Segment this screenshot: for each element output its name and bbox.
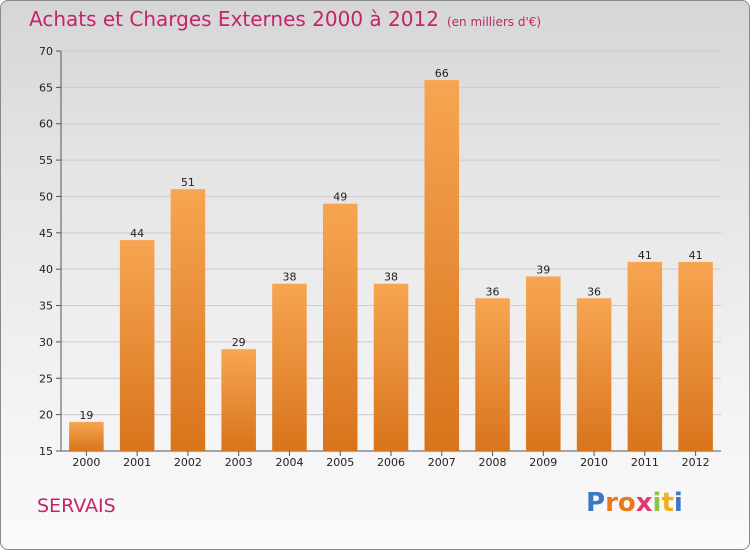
logo-letter: i bbox=[673, 488, 683, 518]
x-tick-label: 2011 bbox=[631, 456, 659, 469]
x-tick-label: 2000 bbox=[72, 456, 100, 469]
data-labels: 19 44 51 29 38 49 38 66 36 39 36 41 41 bbox=[79, 67, 702, 422]
data-label: 29 bbox=[232, 336, 246, 349]
logo-letter: x bbox=[635, 488, 653, 518]
data-label: 38 bbox=[282, 271, 296, 284]
bar-2007 bbox=[424, 80, 460, 451]
x-tick-label: 2001 bbox=[123, 456, 151, 469]
bars bbox=[69, 80, 713, 451]
x-tick-label: 2005 bbox=[326, 456, 354, 469]
data-label: 36 bbox=[587, 285, 601, 298]
logo-letter: o bbox=[617, 488, 636, 518]
bar-2001 bbox=[119, 240, 155, 451]
bar-2010 bbox=[576, 298, 612, 451]
bar-2002 bbox=[170, 189, 206, 451]
logo-letter: i bbox=[652, 488, 662, 518]
y-tick-label: 65 bbox=[39, 81, 53, 94]
logo-letter: r bbox=[605, 488, 618, 518]
y-tick-label: 25 bbox=[39, 372, 53, 385]
y-tick-label: 35 bbox=[39, 300, 53, 313]
y-tick-label: 60 bbox=[39, 118, 53, 131]
bar-2000 bbox=[69, 421, 104, 451]
logo-letter: t bbox=[661, 488, 674, 518]
data-label: 39 bbox=[536, 263, 550, 276]
proxiti-logo: Proxiti bbox=[586, 488, 683, 518]
x-tick-label: 2010 bbox=[580, 456, 608, 469]
y-tick-label: 30 bbox=[39, 336, 53, 349]
x-tick-label: 2007 bbox=[428, 456, 456, 469]
bar-2011 bbox=[627, 261, 663, 451]
y-tick-label: 15 bbox=[39, 445, 53, 458]
bar-2012 bbox=[678, 261, 713, 451]
y-tick-label: 20 bbox=[39, 409, 53, 422]
x-tick-label: 2008 bbox=[479, 456, 507, 469]
x-tick-label: 2002 bbox=[174, 456, 202, 469]
chart-title-unit: (en milliers d'€) bbox=[446, 15, 542, 29]
bar-2004 bbox=[272, 283, 307, 451]
data-label: 41 bbox=[689, 249, 703, 262]
chart-title-main: Achats et Charges Externes 2000 à 2012 bbox=[29, 7, 439, 31]
commune-name: SERVAIS bbox=[37, 495, 116, 517]
y-tick-label: 50 bbox=[39, 190, 53, 203]
y-tick-label: 40 bbox=[39, 263, 53, 276]
data-label: 41 bbox=[638, 249, 652, 262]
x-tick-label: 2012 bbox=[682, 456, 710, 469]
logo-letter: P bbox=[586, 488, 606, 518]
data-label: 36 bbox=[486, 285, 500, 298]
x-tick-label: 2003 bbox=[225, 456, 253, 469]
x-tick-label: 2009 bbox=[529, 456, 557, 469]
data-label: 19 bbox=[79, 409, 93, 422]
bar-2008 bbox=[475, 298, 510, 451]
data-label: 66 bbox=[435, 67, 449, 80]
x-tick-label: 2006 bbox=[377, 456, 405, 469]
data-label: 38 bbox=[384, 271, 398, 284]
x-tick-label: 2004 bbox=[275, 456, 303, 469]
bar-2005 bbox=[322, 203, 358, 451]
y-tick-label: 55 bbox=[39, 154, 53, 167]
data-label: 44 bbox=[130, 227, 144, 240]
bar-2006 bbox=[373, 283, 409, 451]
bar-2003 bbox=[221, 349, 256, 451]
chart-title: Achats et Charges Externes 2000 à 2012 (e… bbox=[29, 7, 541, 31]
data-label: 49 bbox=[333, 191, 347, 204]
y-tick-label: 45 bbox=[39, 227, 53, 240]
data-label: 51 bbox=[181, 176, 195, 189]
bar-2009 bbox=[526, 276, 561, 451]
y-tick-label: 70 bbox=[39, 45, 53, 58]
